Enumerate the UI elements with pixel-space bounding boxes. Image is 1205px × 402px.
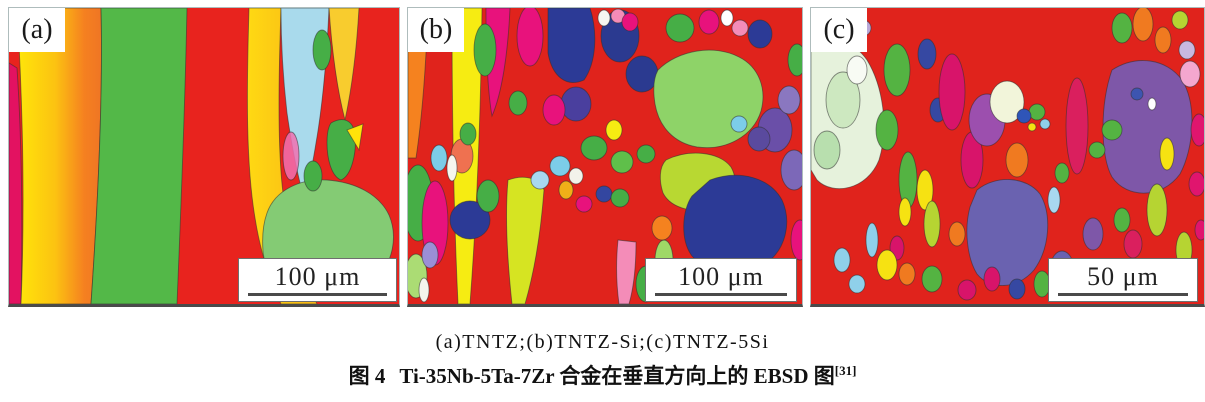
- panel-label-b: (b): [408, 8, 464, 52]
- panel-label-a: (a): [9, 8, 65, 52]
- figure-title: 图 4 Ti-35Nb-5Ta-7Zr 合金在垂直方向上的 EBSD 图[31]: [0, 360, 1205, 390]
- ebsd-panel-a: (a) 100 μm: [8, 7, 400, 307]
- scale-bar-line-b: [655, 293, 787, 296]
- panel-label-c: (c): [811, 8, 867, 52]
- scale-bar-line-a: [248, 293, 387, 296]
- figure-title-text: Ti-35Nb-5Ta-7Zr 合金在垂直方向上的 EBSD 图: [399, 364, 835, 388]
- figure-subcaption: (a)TNTZ;(b)TNTZ-Si;(c)TNTZ-5Si: [435, 331, 770, 353]
- scale-text-c: 50 μm: [1087, 262, 1159, 291]
- ebsd-map-c: [811, 8, 1204, 304]
- scale-bar-a: 100 μm: [238, 258, 397, 302]
- scale-bar-c: 50 μm: [1048, 258, 1198, 302]
- ebsd-panel-b: (b) 100 μm: [407, 7, 803, 307]
- scale-text-a: 100 μm: [274, 262, 361, 291]
- scale-text-b: 100 μm: [678, 262, 764, 291]
- scale-bar-line-c: [1058, 293, 1188, 296]
- ebsd-panel-c: (c) 50 μm: [810, 7, 1205, 307]
- scale-bar-b: 100 μm: [645, 258, 797, 302]
- figure-number: 图 4: [348, 364, 386, 388]
- figure-reference: [31]: [834, 363, 857, 378]
